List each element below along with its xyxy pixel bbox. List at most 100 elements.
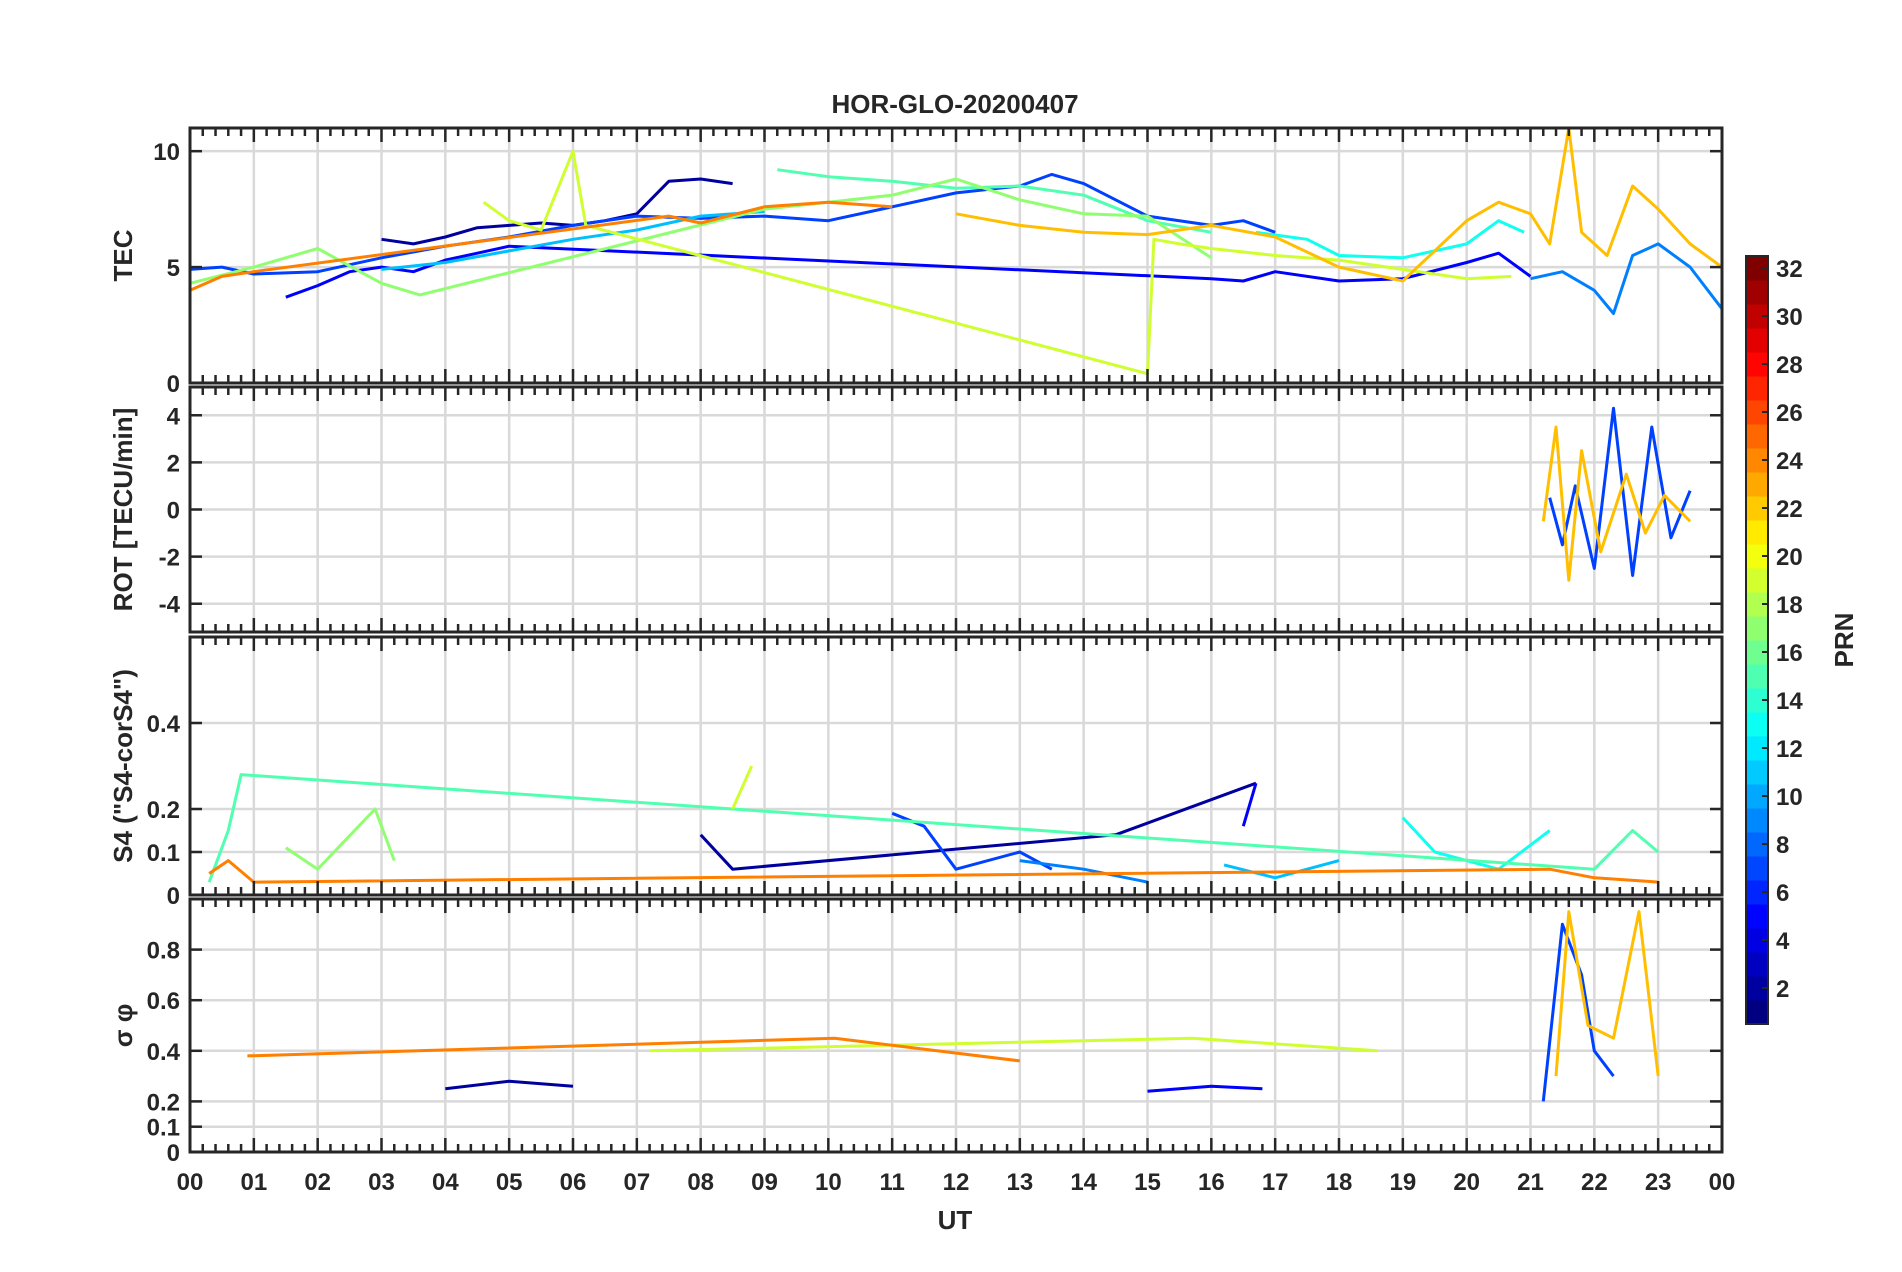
colorbar-frame bbox=[1745, 255, 1769, 1025]
y-tick-label: 4 bbox=[167, 403, 181, 430]
colorbar-band bbox=[1746, 256, 1768, 281]
panel-sigma: 00.10.2 0.4 0.6 0.8 σ φ bbox=[108, 897, 1724, 1167]
colorbar-tick-label: 10 bbox=[1776, 784, 1803, 811]
x-tick-label: 10 bbox=[815, 1169, 842, 1196]
y-tick-label: 5 bbox=[167, 255, 180, 282]
colorbar-tick-label: 14 bbox=[1776, 688, 1803, 715]
y-tick-label: 0.2 bbox=[147, 797, 180, 824]
series-line-prn-20 bbox=[482, 149, 1512, 376]
colorbar-band bbox=[1746, 544, 1768, 569]
y-tick-label: 0 bbox=[167, 498, 180, 525]
panel-tec: 0 5 10 TEC bbox=[108, 126, 1724, 398]
series-line-prn-24 bbox=[208, 859, 1659, 884]
colorbar-band bbox=[1746, 520, 1768, 545]
series-line-prn-2 bbox=[699, 781, 1257, 871]
colorbar-band bbox=[1746, 832, 1768, 857]
x-tick-label: 20 bbox=[1453, 1169, 1480, 1196]
x-tick-label: 06 bbox=[560, 1169, 587, 1196]
series-line-prn-12 bbox=[381, 210, 765, 271]
series-line-prn-16 bbox=[207, 773, 1660, 883]
y-tick-label: 2 bbox=[167, 450, 180, 477]
series-line-prn-14 bbox=[1255, 219, 1525, 260]
colorbar-band bbox=[1746, 592, 1768, 617]
colorbar-band bbox=[1746, 952, 1768, 977]
colorbar-band bbox=[1746, 328, 1768, 353]
colorbar-band bbox=[1746, 280, 1768, 305]
colorbar-band bbox=[1746, 304, 1768, 329]
x-tick-label: 02 bbox=[304, 1169, 331, 1196]
x-axis-label: UT bbox=[938, 1205, 973, 1235]
series-line-prn-7 bbox=[1541, 922, 1615, 1102]
y-tick-label: 10 bbox=[153, 139, 180, 166]
y-tick-label: 0.1 bbox=[147, 1115, 180, 1142]
series-line-prn-5 bbox=[1241, 782, 1258, 827]
x-tick-label: 18 bbox=[1326, 1169, 1353, 1196]
x-tick-label: 09 bbox=[751, 1169, 778, 1196]
x-tick-label: 07 bbox=[623, 1169, 650, 1196]
colorbar-band bbox=[1746, 712, 1768, 737]
series-line-prn-5 bbox=[285, 244, 1532, 299]
x-tick-label: 21 bbox=[1517, 1169, 1544, 1196]
y-tick-label: -4 bbox=[159, 592, 181, 619]
y-tick-label: 0 bbox=[167, 883, 180, 910]
series-line-prn-24 bbox=[247, 1036, 1020, 1063]
x-tick-label: 00 bbox=[177, 1169, 204, 1196]
series-line-prn-24 bbox=[189, 200, 893, 292]
colorbar-band bbox=[1746, 904, 1768, 929]
y-axis-label-sigma: σ φ bbox=[108, 1004, 138, 1048]
x-tick-label: 11 bbox=[879, 1169, 904, 1196]
colorbar-tick-label: 6 bbox=[1776, 880, 1789, 907]
series-line-prn-2 bbox=[381, 177, 733, 246]
colorbar-label: PRN bbox=[1829, 613, 1859, 668]
x-tick-label: 01 bbox=[240, 1169, 267, 1196]
y-tick-label: 0 bbox=[167, 371, 180, 398]
y-tick-label: 0 bbox=[167, 1140, 180, 1167]
colorbar-band bbox=[1746, 424, 1768, 449]
colorbar-tick-label: 24 bbox=[1776, 448, 1803, 475]
colorbar-band bbox=[1746, 808, 1768, 833]
series-line-prn-22 bbox=[955, 126, 1723, 283]
colorbar-tick-label: 18 bbox=[1776, 592, 1803, 619]
series-line-prn-2 bbox=[445, 1079, 574, 1091]
colorbar-tick-label: 26 bbox=[1776, 400, 1803, 427]
colorbar-band bbox=[1746, 448, 1768, 473]
colorbar-band bbox=[1746, 976, 1768, 1001]
series-line-prn-12 bbox=[1223, 859, 1340, 880]
series-line-prn-20 bbox=[649, 1036, 1378, 1053]
colorbar-band bbox=[1746, 616, 1768, 641]
series-line-prn-7 bbox=[189, 172, 1276, 276]
colorbar-band bbox=[1746, 376, 1768, 401]
x-tick-label: 14 bbox=[1070, 1169, 1097, 1196]
colorbar-tick-label: 30 bbox=[1776, 304, 1803, 331]
x-tick-label: 19 bbox=[1389, 1169, 1416, 1196]
colorbar-band bbox=[1746, 1000, 1768, 1025]
x-tick-label: 03 bbox=[368, 1169, 395, 1196]
colorbar-band bbox=[1746, 640, 1768, 665]
colorbar-band bbox=[1746, 880, 1768, 905]
x-axis: 00 01 02 03 04 05 06 07 08 09 10 11 12 13 14 15 16 17 18 19… bbox=[177, 1169, 1736, 1196]
colorbar-tick-label: 2 bbox=[1776, 976, 1789, 1003]
chart-title: HOR-GLO-20200407 bbox=[831, 89, 1078, 119]
series-line-prn-22 bbox=[1541, 425, 1692, 582]
colorbar-band bbox=[1746, 688, 1768, 713]
colorbar-tick-label: 12 bbox=[1776, 736, 1803, 763]
y-tick-label: 0.2 bbox=[147, 1089, 180, 1116]
colorbar-tick-label: 22 bbox=[1776, 496, 1803, 523]
colorbar-band bbox=[1746, 400, 1768, 425]
y-tick-label: 0.6 bbox=[147, 988, 180, 1015]
y-tick-label: -2 bbox=[159, 545, 180, 572]
colorbar-band bbox=[1746, 568, 1768, 593]
series-line-prn-9 bbox=[1019, 859, 1148, 884]
x-tick-label: 17 bbox=[1262, 1169, 1289, 1196]
y-tick-label: 0.4 bbox=[147, 1039, 181, 1066]
x-tick-label: 05 bbox=[496, 1169, 523, 1196]
series-line-prn-20 bbox=[731, 765, 754, 810]
colorbar-band bbox=[1746, 784, 1768, 809]
colorbar-band bbox=[1746, 664, 1768, 689]
x-tick-label: 23 bbox=[1645, 1169, 1672, 1196]
series-line-prn-22 bbox=[1554, 910, 1660, 1077]
colorbar-tick-label: 16 bbox=[1776, 640, 1803, 667]
